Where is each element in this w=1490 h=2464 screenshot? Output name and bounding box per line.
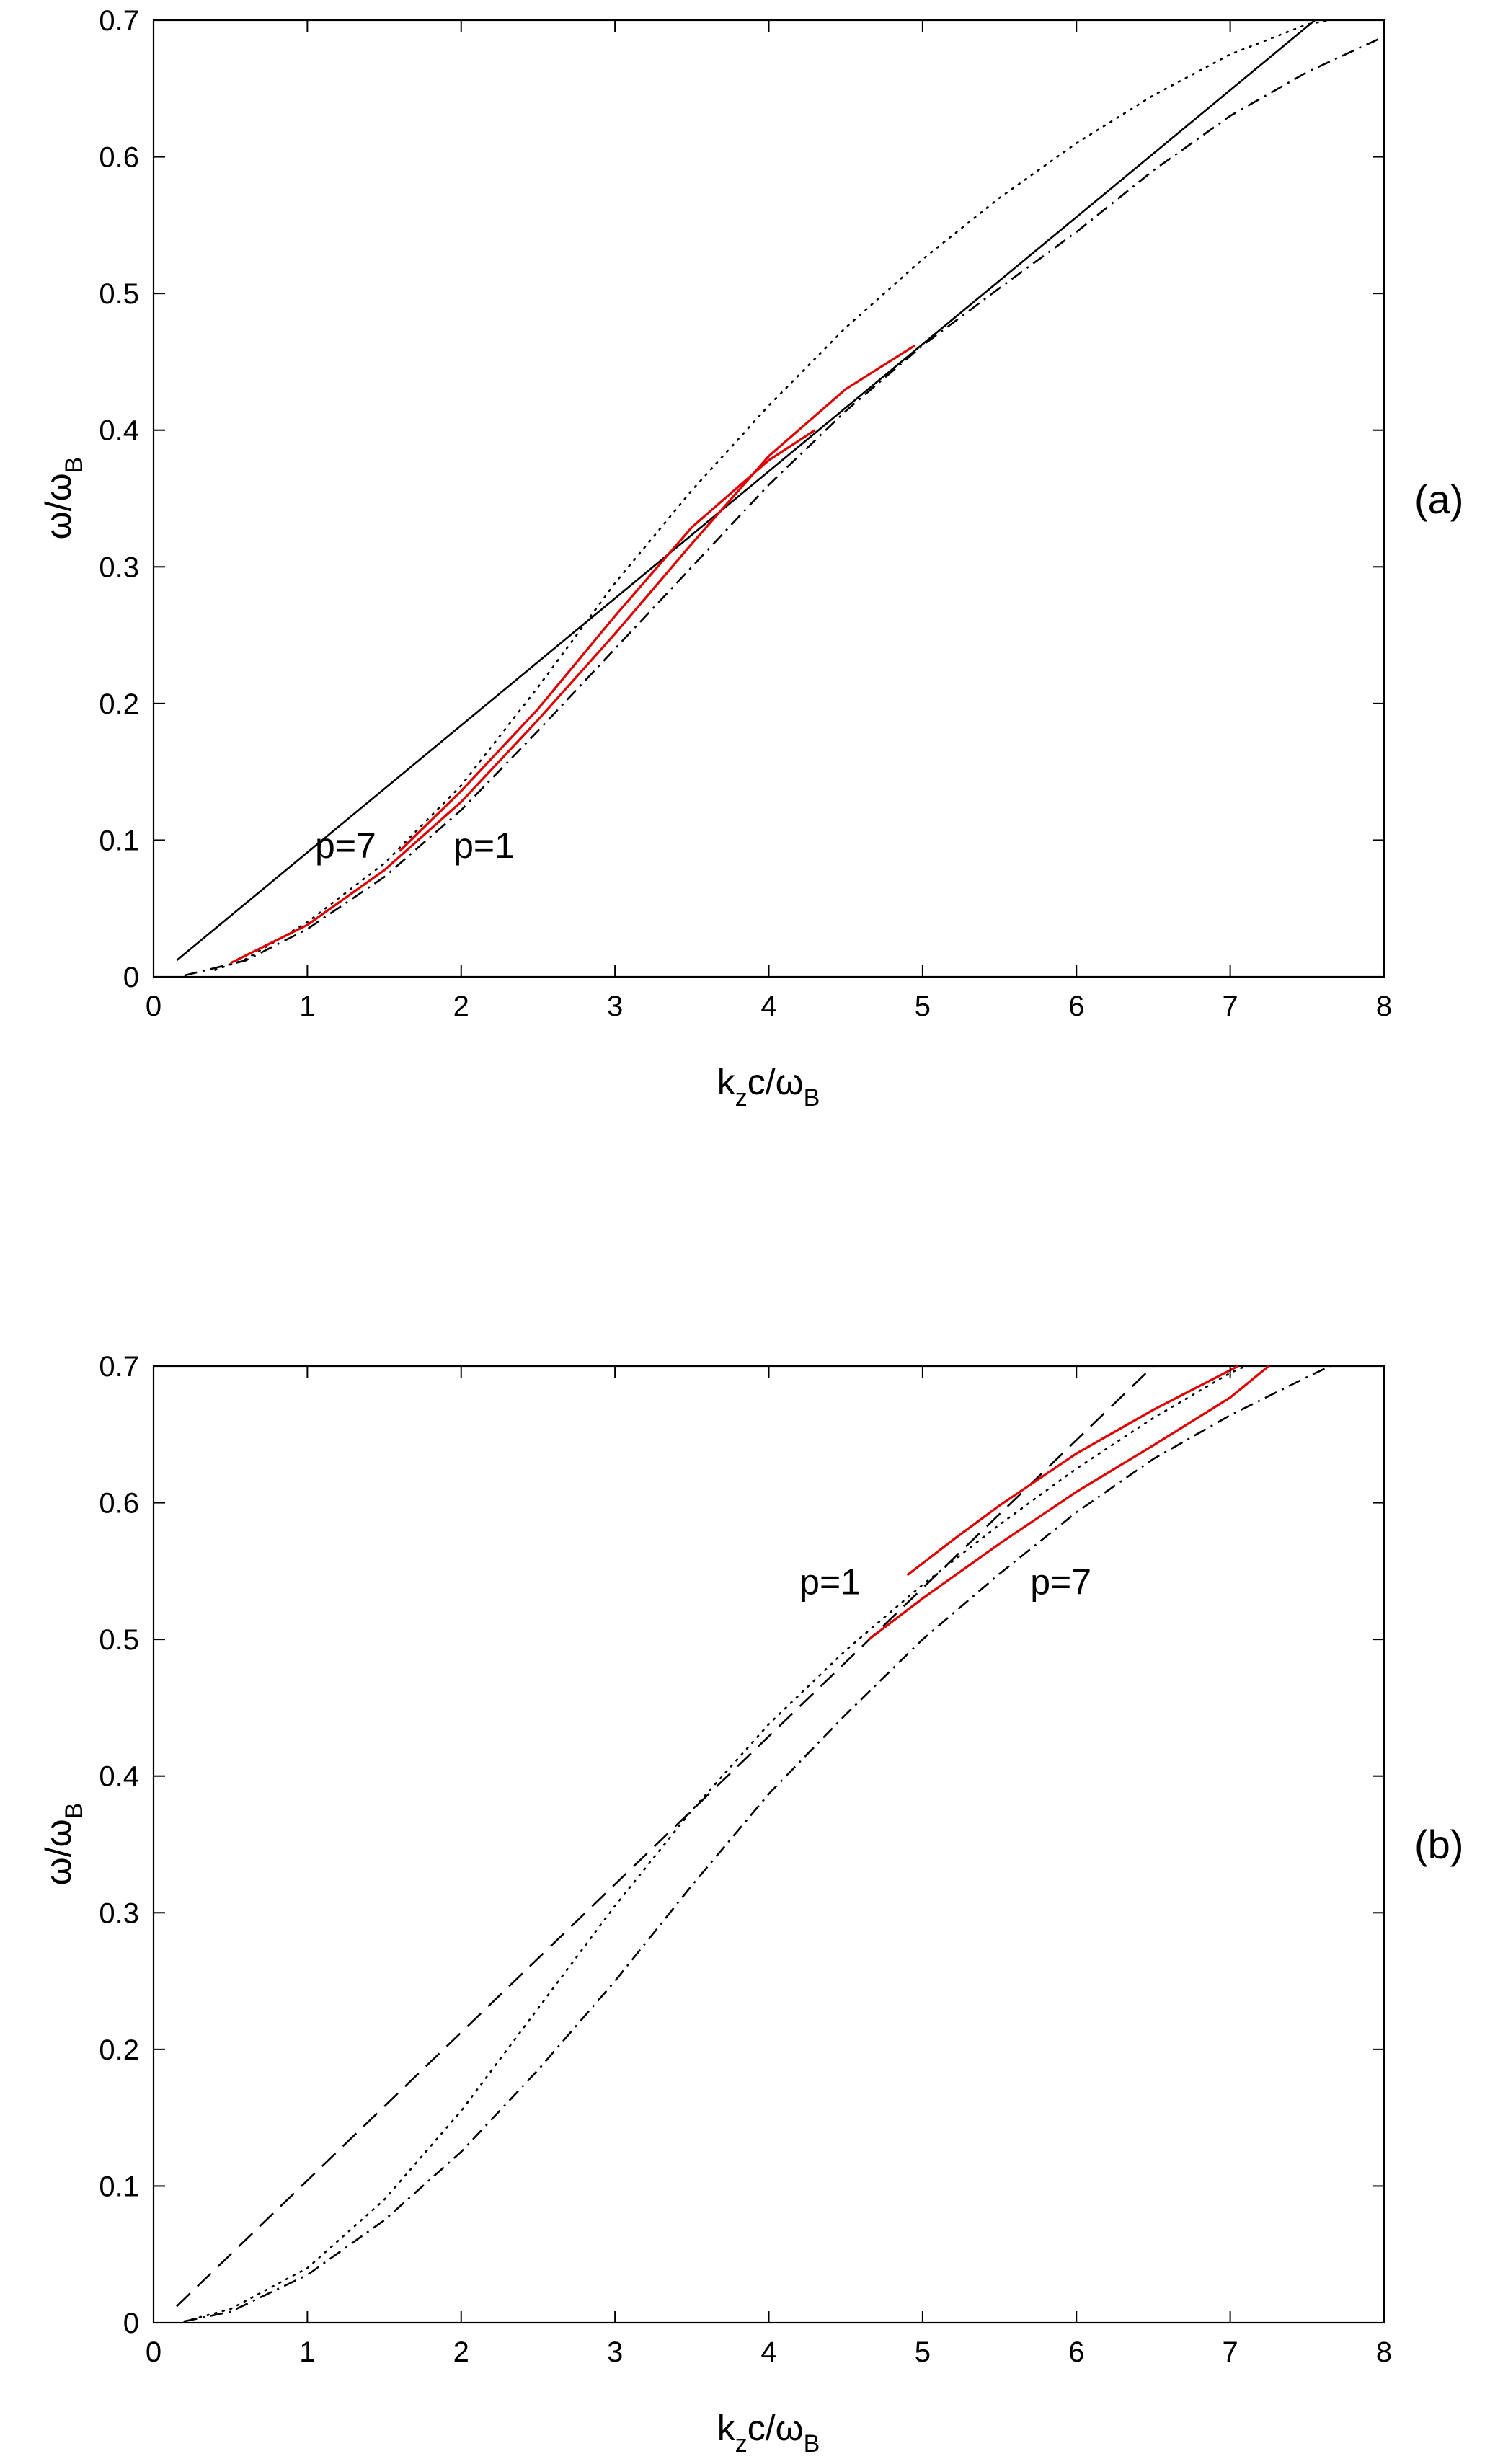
x-tick-label-b: 7: [1223, 2336, 1238, 2368]
chart-panel-b: 0 1 2 3 4 5 6 7 8 0 0.1 0.2 0.3 0.4 0.5 0.6 0.7 p=1 p=7 k…: [38, 1351, 1463, 2458]
y-tick-label-a: 0.1: [99, 825, 139, 856]
y-tick-label-b: 0.1: [99, 2171, 139, 2202]
x-tick-label-a: 1: [299, 991, 315, 1022]
x-tick-label-b: 0: [146, 2336, 161, 2368]
x-tick-label-a: 7: [1223, 991, 1238, 1022]
x-tick-label-b: 5: [915, 2336, 931, 2368]
x-tick-label-a: 0: [146, 991, 161, 1022]
y-tick-label-a: 0.3: [99, 551, 139, 583]
x-tick-label-b: 6: [1068, 2336, 1084, 2368]
y-tick-label-a: 0.5: [99, 278, 139, 310]
y-tick-label-b: 0.3: [99, 1897, 139, 1929]
x-tick-label-a: 2: [453, 991, 469, 1022]
y-tick-label-b: 0.7: [99, 1351, 139, 1383]
y-axis-label-a: ω/ωB: [38, 457, 88, 540]
x-tick-label-b: 4: [760, 2336, 776, 2368]
annotation-a-0: p=7: [315, 825, 376, 866]
series-line-a-solid-4: [399, 429, 816, 852]
x-tick-label-a: 4: [760, 991, 776, 1022]
x-tick-label-b: 2: [453, 2336, 469, 2368]
x-tick-label-b: 1: [299, 2336, 315, 2368]
series-line-a-dotted-1: [214, 19, 1331, 971]
y-tick-label-a: 0.7: [99, 5, 139, 37]
series-line-a-solid-0: [176, 19, 1316, 962]
y-tick-label-b: 0.2: [99, 2034, 139, 2066]
panel-label-b: (b): [1414, 1822, 1463, 1867]
y-tick-label-b: 0.6: [99, 1488, 139, 1520]
panel-label-a: (a): [1414, 477, 1463, 522]
y-axis-label-b: ω/ωB: [38, 1803, 88, 1886]
x-tick-label-b: 8: [1376, 2336, 1392, 2368]
x-axis-label-b: kzc/ωB: [717, 2408, 820, 2458]
y-tick-label-a: 0.6: [99, 142, 139, 174]
tick-layer-b: 0 1 2 3 4 5 6 7 8 0 0.1 0.2 0.3 0.4 0.5 0.6 0.7: [99, 1351, 1392, 2368]
y-tick-label-b: 0: [123, 2308, 139, 2339]
series-line-a-dashdot-2: [184, 35, 1385, 977]
series-layer-a: [176, 19, 1385, 977]
x-tick-label-a: 5: [915, 991, 931, 1022]
y-tick-label-a: 0: [123, 962, 139, 993]
y-tick-label-a: 0.4: [99, 415, 139, 447]
y-tick-label-b: 0.5: [99, 1624, 139, 1656]
series-line-b-dashdot-2: [184, 1365, 1331, 2323]
series-line-a-solid-3: [229, 344, 916, 965]
x-tick-label-a: 6: [1068, 991, 1084, 1022]
x-tick-label-a: 3: [607, 991, 623, 1022]
y-tick-label-a: 0.2: [99, 688, 139, 720]
annotation-a-1: p=1: [453, 825, 515, 866]
series-line-b-solid-3: [868, 1365, 1270, 1641]
plot-frame-b: [152, 1365, 1385, 2324]
annotation-b-1: p=7: [1030, 1562, 1091, 1603]
x-axis-label-a: kzc/ωB: [717, 1062, 820, 1112]
y-tick-label-b: 0.4: [99, 1761, 139, 1793]
plot-frame-a: [152, 19, 1385, 978]
annotation-layer-b: p=1 p=7: [799, 1562, 1091, 1603]
x-tick-label-b: 3: [607, 2336, 623, 2368]
x-tick-label-a: 8: [1376, 991, 1392, 1022]
annotation-layer-a: p=7 p=1: [315, 825, 515, 866]
series-line-b-dashed-0: [176, 1365, 1154, 2308]
tick-layer-a: 0 1 2 3 4 5 6 7 8 0 0.1 0.2 0.3 0.4 0.5 0.6 0.7: [99, 5, 1392, 1022]
annotation-b-0: p=1: [799, 1562, 861, 1603]
chart-panel-a: 0 1 2 3 4 5 6 7 8 0 0.1 0.2 0.3 0.4 0.5 0.6 0.7 p=7 p=1 k…: [38, 5, 1463, 1112]
